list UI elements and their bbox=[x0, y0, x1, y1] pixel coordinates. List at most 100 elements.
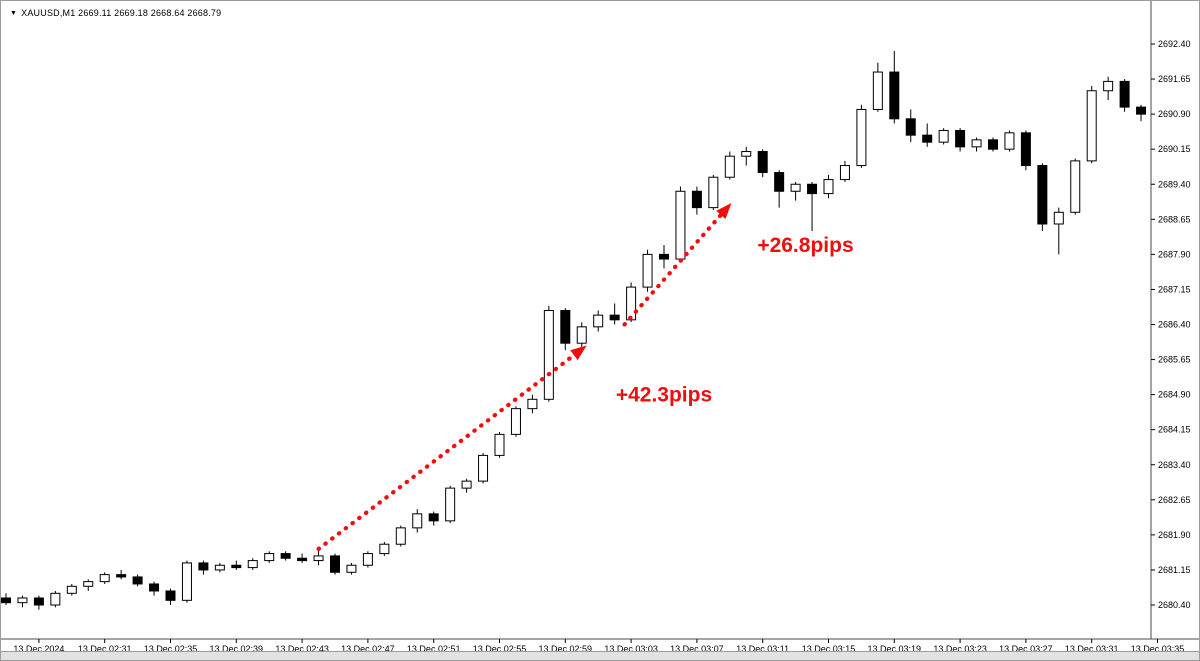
trend-arrow[interactable]: +42.3pips bbox=[316, 345, 713, 552]
candle bbox=[50, 590, 61, 608]
time-axis-label: 13 Dec 02:43 bbox=[275, 644, 329, 654]
price-axis-label: 2682.65 bbox=[1158, 495, 1191, 505]
candle bbox=[510, 406, 521, 437]
candle bbox=[247, 558, 258, 570]
price-axis-label: 2683.40 bbox=[1158, 460, 1191, 470]
candle bbox=[1, 593, 11, 605]
symbol-bar: ▼ XAUUSD,M1 2669.11 2669.18 2668.64 2668.… bbox=[10, 8, 221, 18]
candle bbox=[395, 525, 406, 547]
candle bbox=[988, 137, 998, 152]
time-axis-label: 13 Dec 03:15 bbox=[802, 644, 856, 654]
time-axis-label: 13 Dec 02:51 bbox=[407, 644, 461, 654]
candle bbox=[149, 581, 160, 596]
price-axis-label: 2692.40 bbox=[1158, 39, 1191, 49]
price-axis-label: 2690.90 bbox=[1158, 109, 1191, 119]
candle bbox=[181, 560, 192, 603]
time-axis-label: 13 Dec 2024 bbox=[13, 644, 64, 654]
candle bbox=[922, 123, 933, 147]
price-axis-label: 2684.90 bbox=[1158, 390, 1191, 400]
price-axis-label: 2691.65 bbox=[1158, 74, 1191, 84]
symbol-ohlc-text: XAUUSD,M1 2669.11 2669.18 2668.64 2668.7… bbox=[21, 8, 222, 18]
time-axis-label: 13 Dec 02:59 bbox=[539, 644, 593, 654]
time-axis-label: 13 Dec 02:47 bbox=[341, 644, 395, 654]
candle bbox=[346, 562, 357, 575]
arrowhead-icon bbox=[716, 202, 732, 220]
time-axis[interactable]: 13 Dec 2024 13 Dec 02:31 13 Dec 02:35 13 De… bbox=[13, 639, 1184, 654]
pips-label[interactable]: +26.8pips bbox=[757, 234, 853, 257]
candle bbox=[790, 181, 801, 201]
arrowhead-icon bbox=[570, 345, 587, 361]
candle bbox=[642, 249, 653, 292]
price-axis-label: 2687.15 bbox=[1158, 284, 1191, 294]
candle bbox=[231, 560, 242, 570]
candle bbox=[889, 51, 900, 124]
axes-lines bbox=[1, 1, 1199, 640]
candle bbox=[527, 394, 538, 414]
candle bbox=[1086, 86, 1097, 164]
price-axis-label: 2685.65 bbox=[1158, 355, 1191, 365]
candle bbox=[1004, 130, 1015, 152]
candle bbox=[165, 588, 176, 605]
candles-group bbox=[1, 51, 1147, 610]
time-axis-label: 13 Dec 03:27 bbox=[999, 644, 1053, 654]
symbol-marker-icon: ▼ bbox=[10, 10, 18, 17]
price-axis-label: 2681.90 bbox=[1158, 530, 1191, 540]
candle bbox=[708, 174, 719, 210]
candle bbox=[412, 509, 423, 533]
time-axis-label: 13 Dec 03:03 bbox=[604, 644, 658, 654]
candle bbox=[66, 583, 77, 596]
candle bbox=[214, 562, 225, 573]
candle bbox=[560, 308, 571, 351]
time-axis-label: 13 Dec 03:11 bbox=[736, 644, 789, 654]
candle bbox=[807, 181, 818, 231]
candle bbox=[1053, 207, 1064, 255]
candle bbox=[1136, 104, 1147, 122]
candle bbox=[593, 310, 604, 332]
price-axis-label: 2688.65 bbox=[1158, 214, 1191, 224]
candle bbox=[297, 553, 308, 563]
candle bbox=[428, 511, 439, 526]
bottom-scrollbar-area[interactable] bbox=[1, 651, 1199, 660]
candle bbox=[757, 149, 768, 178]
candle bbox=[132, 574, 143, 587]
candle bbox=[938, 128, 949, 145]
candle bbox=[461, 478, 472, 493]
price-axis-label: 2687.90 bbox=[1158, 249, 1191, 259]
candle bbox=[543, 305, 554, 402]
candle bbox=[494, 432, 505, 458]
candle bbox=[971, 137, 982, 152]
time-axis-label: 13 Dec 03:19 bbox=[868, 644, 922, 654]
candle bbox=[264, 551, 275, 563]
candle bbox=[691, 186, 702, 215]
candle bbox=[362, 551, 373, 568]
price-axis[interactable]: 2692.40 2691.65 2690.90 2690.15 2689.40 2688.… bbox=[1151, 39, 1191, 610]
candle bbox=[330, 553, 340, 575]
price-axis-label: 2686.40 bbox=[1158, 320, 1191, 330]
candle bbox=[823, 174, 834, 199]
candle bbox=[774, 170, 785, 208]
trend-annotations-group[interactable]: +42.3pips +26.8pips bbox=[316, 202, 854, 552]
candle bbox=[576, 322, 587, 348]
candle bbox=[445, 485, 456, 524]
candle bbox=[198, 560, 209, 575]
pips-label[interactable]: +42.3pips bbox=[616, 384, 712, 407]
price-axis-label: 2689.40 bbox=[1158, 179, 1191, 189]
candle bbox=[741, 146, 752, 166]
candle bbox=[33, 595, 44, 610]
candle bbox=[1037, 163, 1048, 231]
trend-arrow[interactable]: +26.8pips bbox=[622, 202, 854, 327]
candle bbox=[856, 104, 867, 168]
price-axis-label: 2680.40 bbox=[1158, 600, 1191, 610]
candle bbox=[839, 160, 850, 182]
candle bbox=[280, 551, 291, 561]
candle bbox=[1103, 76, 1114, 101]
candle bbox=[83, 579, 94, 591]
candle bbox=[17, 595, 28, 608]
candle bbox=[99, 572, 110, 584]
candle bbox=[1020, 130, 1031, 171]
time-axis-label: 13 Dec 02:55 bbox=[473, 644, 527, 654]
price-axis-label: 2690.15 bbox=[1158, 144, 1191, 154]
candle bbox=[675, 186, 686, 262]
